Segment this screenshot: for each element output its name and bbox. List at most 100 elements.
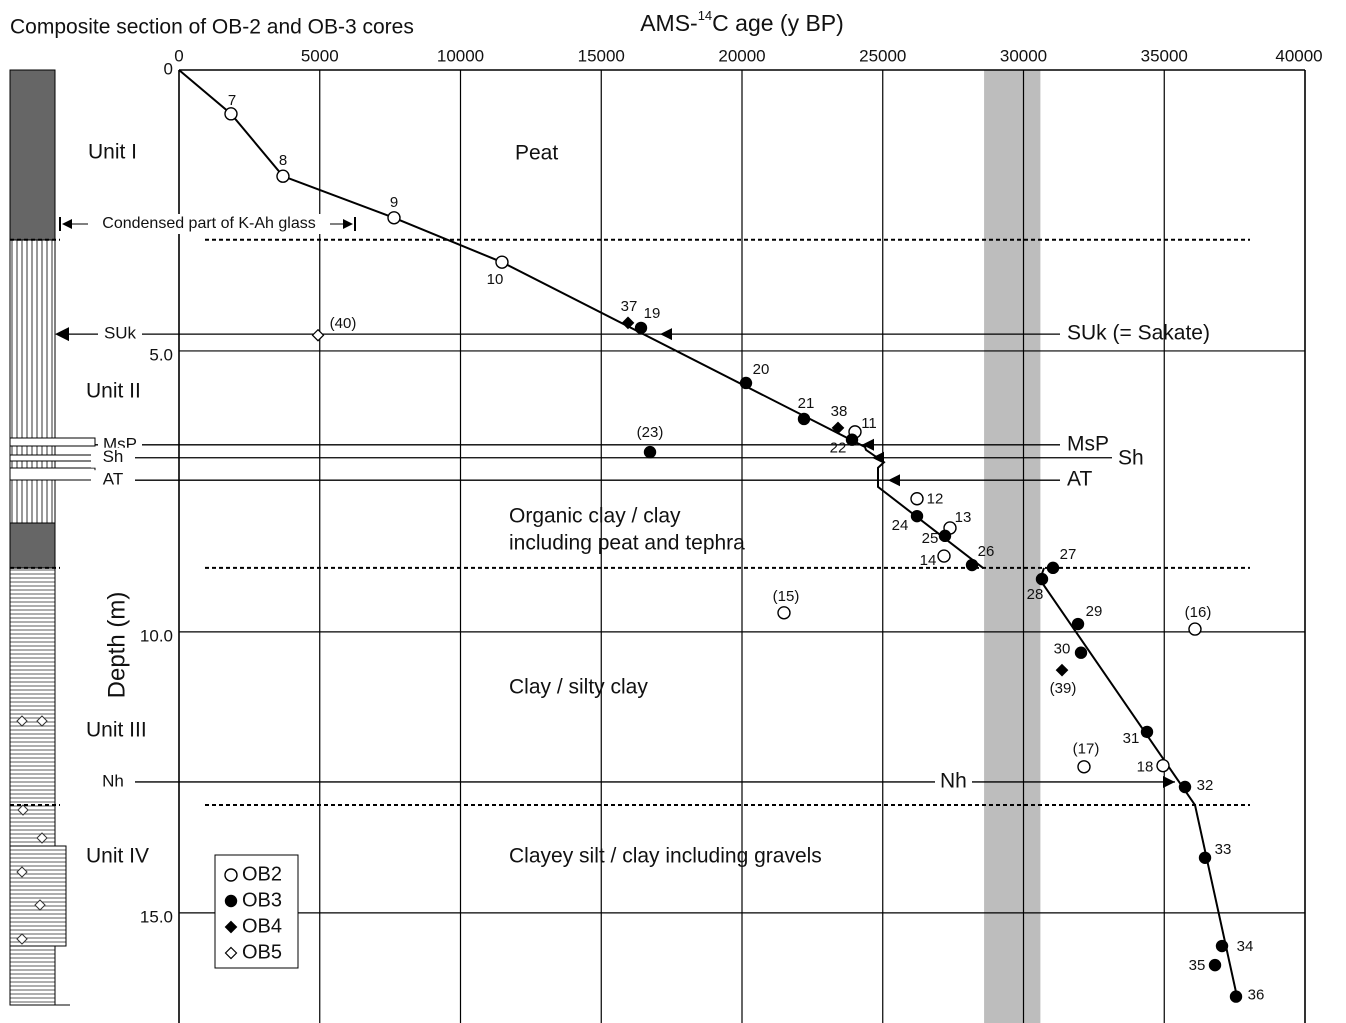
facies-label: Clay / silty clay bbox=[509, 676, 648, 699]
data-point bbox=[277, 170, 289, 182]
legend-label: OB5 bbox=[242, 941, 282, 963]
data-point bbox=[912, 511, 923, 522]
horizon-label: SUk (= Sakate) bbox=[1067, 322, 1210, 345]
point-label: (15) bbox=[773, 588, 800, 605]
horizon-label: Sh bbox=[103, 447, 124, 466]
x-axis-title-sup: 14 bbox=[698, 8, 712, 23]
data-point bbox=[1078, 761, 1090, 773]
data-point bbox=[1200, 852, 1211, 863]
condensed-note: Condensed part of K-Ah glass bbox=[102, 215, 315, 232]
point-label: 38 bbox=[831, 403, 848, 420]
horizon-label: Nh bbox=[102, 771, 124, 790]
horizon-label: AT bbox=[1067, 468, 1092, 491]
data-point bbox=[645, 447, 656, 458]
point-label: 14 bbox=[920, 552, 937, 569]
facies-label: Peat bbox=[515, 142, 558, 165]
horizon-arrow bbox=[660, 328, 672, 340]
facies-label: Organic clay / clay bbox=[509, 505, 681, 528]
point-label: 37 bbox=[621, 298, 638, 315]
data-point bbox=[1210, 960, 1221, 971]
point-label: 18 bbox=[1137, 759, 1154, 776]
data-point bbox=[1048, 562, 1059, 573]
legend-label: OB2 bbox=[242, 863, 282, 885]
unit-label: Unit I bbox=[88, 141, 137, 164]
x-tick-label: 20000 bbox=[718, 46, 765, 65]
x-tick-label: 5000 bbox=[301, 46, 339, 65]
legend-label: OB4 bbox=[242, 915, 282, 937]
data-point bbox=[496, 256, 508, 268]
point-label: 20 bbox=[753, 361, 770, 378]
point-label: 32 bbox=[1197, 777, 1214, 794]
facies-label: including peat and tephra bbox=[509, 532, 745, 555]
data-point bbox=[1179, 781, 1190, 792]
data-point bbox=[1057, 665, 1068, 676]
chart-title: Composite section of OB-2 and OB-3 cores bbox=[10, 16, 414, 39]
data-point bbox=[1189, 623, 1201, 635]
data-point bbox=[967, 560, 978, 571]
lithology-column bbox=[10, 70, 95, 1005]
horizon-label: AT bbox=[103, 470, 123, 489]
x-tick-label: 30000 bbox=[1000, 46, 1047, 65]
x-tick-label: 15000 bbox=[578, 46, 625, 65]
data-point bbox=[225, 869, 237, 881]
point-label: 7 bbox=[228, 92, 236, 109]
point-label: 36 bbox=[1248, 987, 1265, 1004]
y-tick-label: 10.0 bbox=[140, 626, 173, 645]
point-label: 8 bbox=[279, 152, 287, 169]
point-label: 28 bbox=[1027, 586, 1044, 603]
horizon-label: SUk bbox=[104, 324, 137, 343]
point-label: 33 bbox=[1215, 841, 1232, 858]
horizon-arrow bbox=[1163, 776, 1175, 788]
point-label: 30 bbox=[1054, 641, 1071, 658]
data-point bbox=[778, 607, 790, 619]
x-tick-label: 35000 bbox=[1141, 46, 1188, 65]
y-tick-label: 0 bbox=[164, 59, 173, 78]
x-axis-title-part: AMS- bbox=[640, 10, 698, 36]
point-label: (17) bbox=[1073, 741, 1100, 758]
x-tick-label: 25000 bbox=[859, 46, 906, 65]
data-point bbox=[1072, 619, 1083, 630]
data-point bbox=[1217, 941, 1228, 952]
data-point bbox=[1076, 647, 1087, 658]
data-point bbox=[225, 108, 237, 120]
point-label: (39) bbox=[1050, 680, 1077, 697]
data-point bbox=[1036, 574, 1047, 585]
x-tick-label: 40000 bbox=[1275, 46, 1322, 65]
point-label: 31 bbox=[1123, 730, 1140, 747]
y-tick-label: 15.0 bbox=[140, 907, 173, 926]
data-point bbox=[911, 493, 923, 505]
data-point bbox=[1157, 760, 1169, 772]
data-point bbox=[740, 377, 751, 388]
horizon-arrow bbox=[888, 474, 900, 486]
data-point bbox=[635, 322, 646, 333]
data-point bbox=[388, 212, 400, 224]
horizon-label: MsP bbox=[1067, 432, 1109, 455]
point-label: 10 bbox=[487, 271, 504, 288]
y-axis-title: Depth (m) bbox=[103, 592, 130, 699]
point-label: 27 bbox=[1060, 546, 1077, 563]
condensed-marker: Condensed part of K-Ah glass bbox=[60, 214, 355, 234]
point-label: 26 bbox=[978, 543, 995, 560]
point-label: 25 bbox=[922, 530, 939, 547]
horizon-label: Sh bbox=[1118, 446, 1144, 469]
horizon-arrow bbox=[862, 439, 874, 451]
data-point bbox=[313, 330, 324, 341]
horizon-label: Nh bbox=[940, 769, 967, 792]
point-label: (23) bbox=[637, 424, 664, 441]
data-point bbox=[226, 896, 237, 907]
point-label: 12 bbox=[927, 491, 944, 508]
data-point bbox=[798, 413, 809, 424]
x-axis-title-part: C age (y BP) bbox=[712, 10, 844, 36]
y-tick-label: 5.0 bbox=[149, 345, 173, 364]
point-label: 24 bbox=[892, 517, 909, 534]
unit-label: Unit III bbox=[86, 719, 147, 742]
x-tick-label: 10000 bbox=[437, 46, 484, 65]
facies-label: Clayey silt / clay including gravels bbox=[509, 845, 822, 868]
point-label: 29 bbox=[1086, 603, 1103, 620]
horizon-arrow bbox=[55, 327, 69, 341]
legend-label: OB3 bbox=[242, 889, 282, 911]
point-label: (16) bbox=[1185, 604, 1212, 621]
point-label: 35 bbox=[1189, 957, 1206, 974]
data-point bbox=[1231, 991, 1242, 1002]
data-point bbox=[939, 530, 950, 541]
